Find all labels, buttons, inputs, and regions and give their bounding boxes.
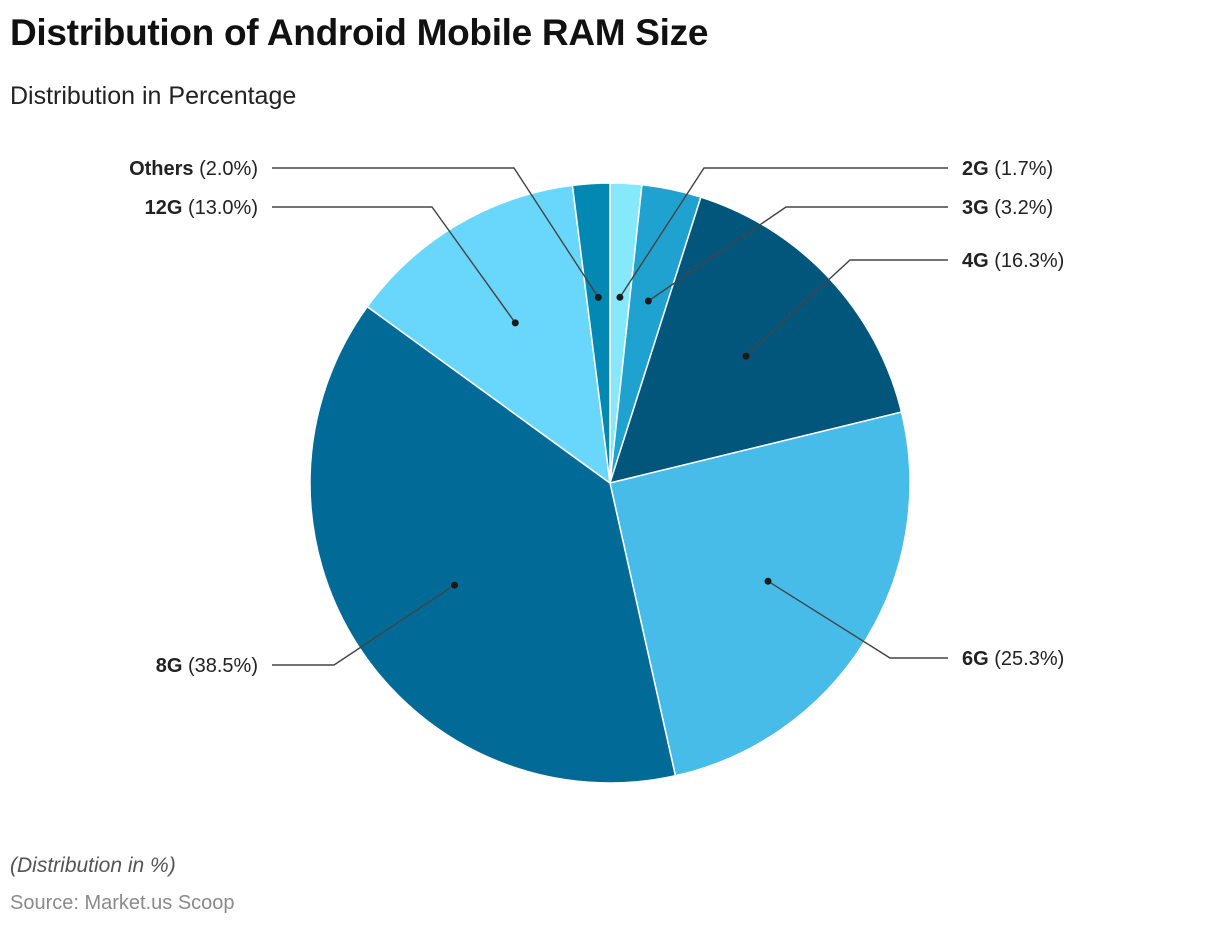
slice-label-4g: 4G (16.3%) — [962, 250, 1064, 272]
leader-dot-12g — [511, 319, 519, 327]
leader-dot-8g — [451, 581, 458, 589]
slice-label-name-4g: 4G — [962, 250, 989, 272]
slice-label-value-12g: (13.0%) — [182, 197, 258, 219]
slice-label-2g: 2G (1.7%) — [962, 158, 1053, 180]
slice-label-value-others: (2.0%) — [194, 158, 258, 180]
chart-subtitle: Distribution in Percentage — [10, 82, 297, 110]
leader-line-4g — [745, 259, 948, 357]
slice-label-name-8g: 8G — [156, 655, 183, 677]
leader-dot-4g — [742, 352, 750, 360]
chart-note: (Distribution in %) — [10, 854, 176, 877]
slice-label-others: Others (2.0%) — [129, 158, 258, 180]
leader-dot-2g — [616, 293, 624, 301]
leader-line-8g — [272, 584, 455, 666]
leader-line-6g — [767, 580, 948, 659]
slice-label-name-12g: 12G — [145, 197, 183, 219]
slice-label-3g: 3G (3.2%) — [962, 197, 1053, 219]
leader-line-12g — [272, 206, 516, 324]
chart-title: Distribution of Android Mobile RAM Size — [10, 12, 709, 53]
slice-label-value-3g: (3.2%) — [989, 197, 1053, 219]
slice-label-name-2g: 2G — [962, 158, 989, 180]
slice-label-name-others: Others — [129, 158, 193, 180]
leader-line-3g — [647, 206, 948, 302]
leader-line-others — [272, 167, 599, 298]
leader-dot-others — [594, 293, 602, 301]
slice-label-8g: 8G (38.5%) — [156, 655, 258, 677]
pie-slice-12g — [366, 184, 611, 485]
pie-slice-others — [571, 182, 611, 484]
pie-labels: 2G (1.7%)3G (3.2%)4G (16.3%)6G (25.3%)8G… — [129, 158, 1064, 677]
leader-line-2g — [619, 167, 948, 298]
slice-label-name-3g: 3G — [962, 197, 989, 219]
slice-label-6g: 6G (25.3%) — [962, 648, 1064, 670]
chart-source: Source: Market.us Scoop — [10, 892, 235, 914]
slice-label-name-6g: 6G — [962, 648, 989, 670]
leader-dot-3g — [644, 297, 652, 305]
slice-label-value-4g: (16.3%) — [989, 250, 1065, 272]
slice-label-value-8g: (38.5%) — [182, 655, 258, 677]
leader-dot-6g — [764, 577, 772, 585]
pie-slices — [309, 182, 911, 784]
slice-label-value-6g: (25.3%) — [989, 648, 1065, 670]
pie-chart: 2G (1.7%)3G (3.2%)4G (16.3%)6G (25.3%)8G… — [129, 158, 1064, 784]
slice-label-value-2g: (1.7%) — [989, 158, 1053, 180]
slice-label-12g: 12G (13.0%) — [145, 197, 258, 219]
